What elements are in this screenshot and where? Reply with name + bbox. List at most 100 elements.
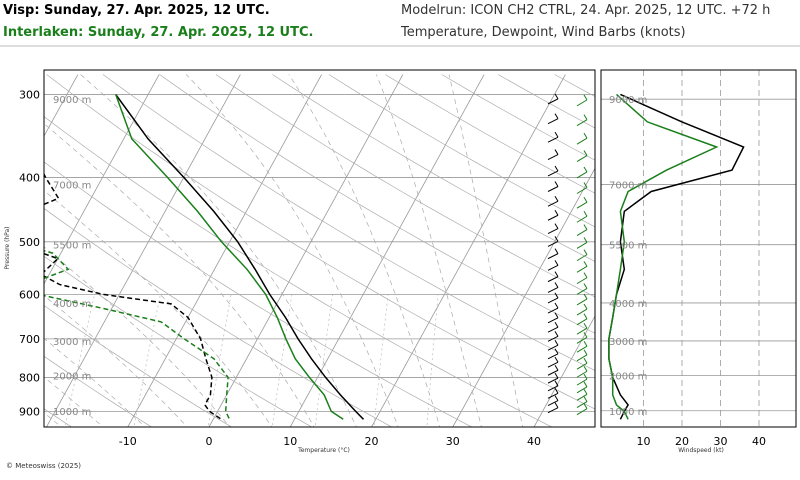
windspeed-tick-label: 30 xyxy=(714,435,728,448)
wind-barb-visp xyxy=(547,372,559,384)
wind-barb-visp xyxy=(547,402,559,414)
copyright-notice: © Meteoswiss (2025) xyxy=(6,462,82,470)
dry-adiabat xyxy=(46,74,595,410)
wind-barb-interlaken xyxy=(576,403,588,416)
wind-height-label: 7000 m xyxy=(609,181,647,192)
wind-barb-interlaken xyxy=(576,150,588,162)
wind-barb-visp xyxy=(547,165,559,177)
wind-barb-interlaken xyxy=(576,182,588,194)
dry-adiabat xyxy=(44,305,233,427)
wind-barb-interlaken xyxy=(576,322,588,335)
dry-adiabat xyxy=(44,207,393,427)
wind-barb-visp xyxy=(547,131,559,143)
pressure-tick-label: 500 xyxy=(19,236,40,249)
wind-barb-visp xyxy=(547,260,559,271)
wind-barb-visp xyxy=(547,195,559,207)
dry-adiabat xyxy=(272,74,595,262)
mixing-ratio-line xyxy=(314,294,333,427)
moist-adiabat xyxy=(44,246,231,427)
pressure-tick-label: 800 xyxy=(19,371,40,384)
isotherm-line xyxy=(44,74,79,137)
wind-barb-interlaken xyxy=(576,249,588,262)
moist-adiabat xyxy=(376,74,482,427)
pressure-tick-label: 900 xyxy=(19,405,40,418)
temperature-tick-label: 40 xyxy=(527,435,541,448)
wind-barb-visp xyxy=(547,380,559,392)
dry-adiabat xyxy=(102,74,595,371)
dry-adiabat xyxy=(554,74,595,97)
wind-barb-interlaken xyxy=(576,340,588,353)
pressure-tick-label: 600 xyxy=(19,288,40,301)
wind-barb-visp xyxy=(547,209,559,221)
mixing-ratio-line xyxy=(207,294,232,427)
isotherm-line xyxy=(533,315,595,427)
wind-barb-visp xyxy=(547,331,559,342)
wind-barb-visp xyxy=(547,348,559,360)
isotherm-line xyxy=(371,74,566,427)
dry-adiabat xyxy=(44,255,313,427)
wind-barb-interlaken xyxy=(576,114,588,127)
wind-barb-visp xyxy=(547,236,559,247)
wind-frame xyxy=(600,69,797,428)
wind-barb-interlaken xyxy=(576,283,588,295)
height-label: 7000 m xyxy=(53,181,91,192)
temperature-axis-label: Temperature (°C) xyxy=(297,447,350,454)
height-label: 9000 m xyxy=(53,95,91,106)
wind-barb-visp xyxy=(547,223,559,235)
wind-barb-interlaken xyxy=(576,210,588,223)
wind-barb-interlaken xyxy=(576,94,588,107)
wind-barb-interlaken xyxy=(576,365,588,378)
mixing-ratio-line xyxy=(64,294,95,427)
wind-barb-interlaken xyxy=(576,132,588,145)
windspeed-profile-interlaken xyxy=(608,93,719,420)
wind-barb-visp xyxy=(547,356,559,368)
height-label: 3000 m xyxy=(53,337,91,348)
temperature-tick-label: 30 xyxy=(446,435,460,448)
temperature-tick-label: 0 xyxy=(206,435,213,448)
wind-height-label: 1000 m xyxy=(609,407,647,418)
isotherm-line xyxy=(46,74,241,427)
height-label: 5500 m xyxy=(53,241,91,252)
wind-height-label: 9000 m xyxy=(609,95,647,106)
wind-barb-interlaken xyxy=(576,396,588,408)
wind-barb-visp xyxy=(547,149,559,161)
wind-height-label: 4000 m xyxy=(609,299,647,310)
isotherm-line xyxy=(127,74,322,427)
height-label: 1000 m xyxy=(53,407,91,418)
windspeed-tick-label: 40 xyxy=(752,435,766,448)
wind-lines xyxy=(608,93,745,420)
wind-barb-interlaken xyxy=(576,196,588,209)
wind-barb-interlaken xyxy=(576,293,588,306)
wind-height-label: 3000 m xyxy=(609,337,647,348)
dry-adiabat xyxy=(498,74,595,129)
windspeed-tick-label: 10 xyxy=(637,435,651,448)
wind-barb-visp xyxy=(547,339,559,351)
windspeed-profile-visp xyxy=(608,93,745,420)
dry-adiabat xyxy=(44,355,153,427)
skewt-labels: 300 400 500 600 700 800 900 -10 0 10 20 30 40 1000 m 2… xyxy=(19,88,541,448)
wind-grid xyxy=(601,70,796,427)
dewpoint-profile-visp xyxy=(44,172,222,420)
station1-title: Visp: Sunday, 27. Apr. 2025, 12 UTC. xyxy=(3,3,270,18)
mixing-ratio-line xyxy=(271,294,293,427)
dry-adiabat xyxy=(44,161,473,427)
wind-barb-visp xyxy=(547,271,559,283)
temperature-tick-label: 20 xyxy=(365,435,379,448)
model-run-label: Modelrun: ICON CH2 CTRL, 24. Apr. 2025, … xyxy=(401,3,771,18)
dry-adiabat xyxy=(159,74,595,334)
mixing-ratio-line xyxy=(373,294,389,427)
height-label: 4000 m xyxy=(53,299,91,310)
wind-height-label: 2000 m xyxy=(609,372,647,383)
dry-adiabat xyxy=(44,116,553,427)
mixing-ratio-line xyxy=(133,294,161,427)
wind-barb-visp xyxy=(547,292,559,304)
moist-adiabat xyxy=(288,74,441,427)
moist-adiabat xyxy=(185,74,399,427)
wind-barb-visp xyxy=(547,312,559,324)
wind-barb-visp xyxy=(547,113,559,125)
pressure-axis-label: Pressure (hPa) xyxy=(4,226,11,269)
dry-adiabat xyxy=(215,74,595,298)
skewt-lines xyxy=(44,93,588,420)
wind-barb-visp xyxy=(547,388,559,399)
